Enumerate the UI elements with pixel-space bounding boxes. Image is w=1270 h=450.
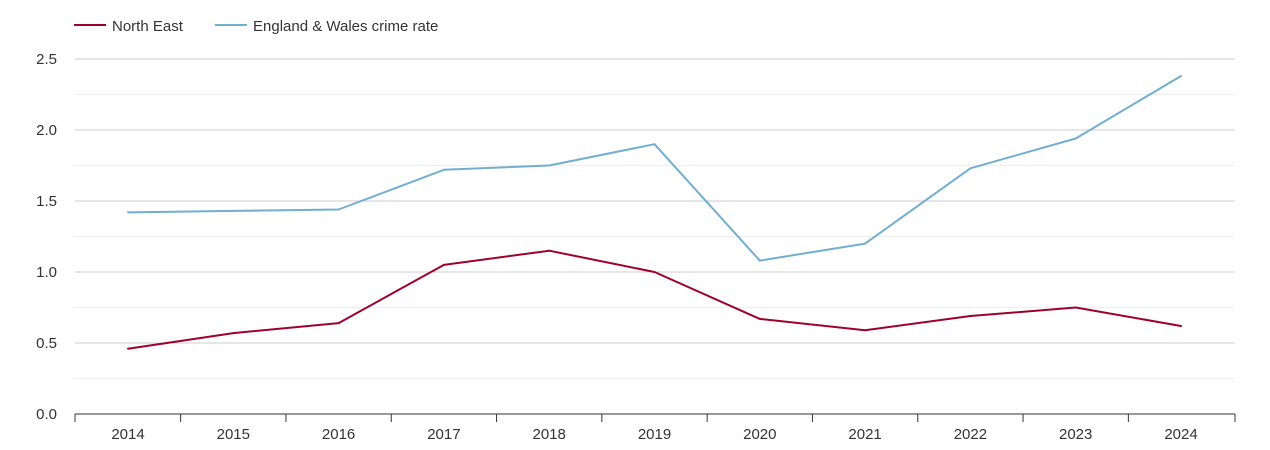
data-point-england-wales-crime-rate xyxy=(969,167,972,170)
x-tick-label: 2018 xyxy=(533,426,566,443)
data-point-north-east xyxy=(337,322,340,325)
data-point-north-east xyxy=(864,329,867,332)
data-point-england-wales-crime-rate xyxy=(337,208,340,211)
data-point-england-wales-crime-rate xyxy=(127,211,129,214)
data-point-england-wales-crime-rate xyxy=(1074,137,1077,140)
x-tick-label: 2017 xyxy=(427,426,460,443)
series-line-north-east xyxy=(127,249,1182,350)
x-tick-label: 2021 xyxy=(848,426,881,443)
x-tick-label: 2014 xyxy=(111,426,144,443)
y-axis: 0.0 0.5 1.0 1.5 2.0 2.5 xyxy=(36,51,57,423)
legend-item-england-wales-crime-rate[interactable]: England & Wales crime rate xyxy=(215,18,438,35)
data-point-england-wales-crime-rate xyxy=(442,168,445,171)
data-point-england-wales-crime-rate xyxy=(758,259,761,262)
data-point-north-east xyxy=(758,317,761,320)
y-tick-label: 0.5 xyxy=(36,335,57,352)
data-point-north-east xyxy=(127,347,129,350)
x-tick-label: 2016 xyxy=(322,426,355,443)
data-point-england-wales-crime-rate xyxy=(1180,75,1182,78)
data-point-england-wales-crime-rate xyxy=(232,209,235,212)
y-tick-label: 2.5 xyxy=(36,51,57,68)
series-line-england-wales-crime-rate xyxy=(127,75,1182,262)
data-point-england-wales-crime-rate xyxy=(653,143,656,146)
x-tick-label: 2019 xyxy=(638,426,671,443)
y-tick-label: 0.0 xyxy=(36,406,57,423)
x-tick-label: 2015 xyxy=(217,426,250,443)
x-axis: 2014 2015 2016 2017 2018 2019 2020 2021 2022 2023… xyxy=(74,413,1236,443)
legend-item-north-east[interactable]: North East xyxy=(74,18,184,35)
series-lines xyxy=(127,75,1182,350)
x-tick-label: 2024 xyxy=(1164,426,1197,443)
y-tick-label: 2.0 xyxy=(36,122,57,139)
x-tick-label: 2022 xyxy=(954,426,987,443)
y-tick-label: 1.0 xyxy=(36,264,57,281)
grid xyxy=(75,58,1235,379)
data-point-north-east xyxy=(442,263,445,266)
data-point-north-east xyxy=(1180,324,1182,327)
data-point-north-east xyxy=(969,315,972,318)
x-tick-label: 2020 xyxy=(743,426,776,443)
legend-label: North East xyxy=(112,18,184,35)
y-tick-label: 1.5 xyxy=(36,193,57,210)
data-point-north-east xyxy=(653,271,656,273)
data-point-north-east xyxy=(232,332,235,335)
legend: North East England & Wales crime rate xyxy=(74,18,438,35)
data-point-england-wales-crime-rate xyxy=(548,164,551,167)
data-point-north-east xyxy=(548,249,551,252)
data-point-north-east xyxy=(1074,306,1077,309)
x-tick-label: 2023 xyxy=(1059,426,1092,443)
legend-label: England & Wales crime rate xyxy=(253,18,438,35)
data-point-england-wales-crime-rate xyxy=(864,242,867,245)
